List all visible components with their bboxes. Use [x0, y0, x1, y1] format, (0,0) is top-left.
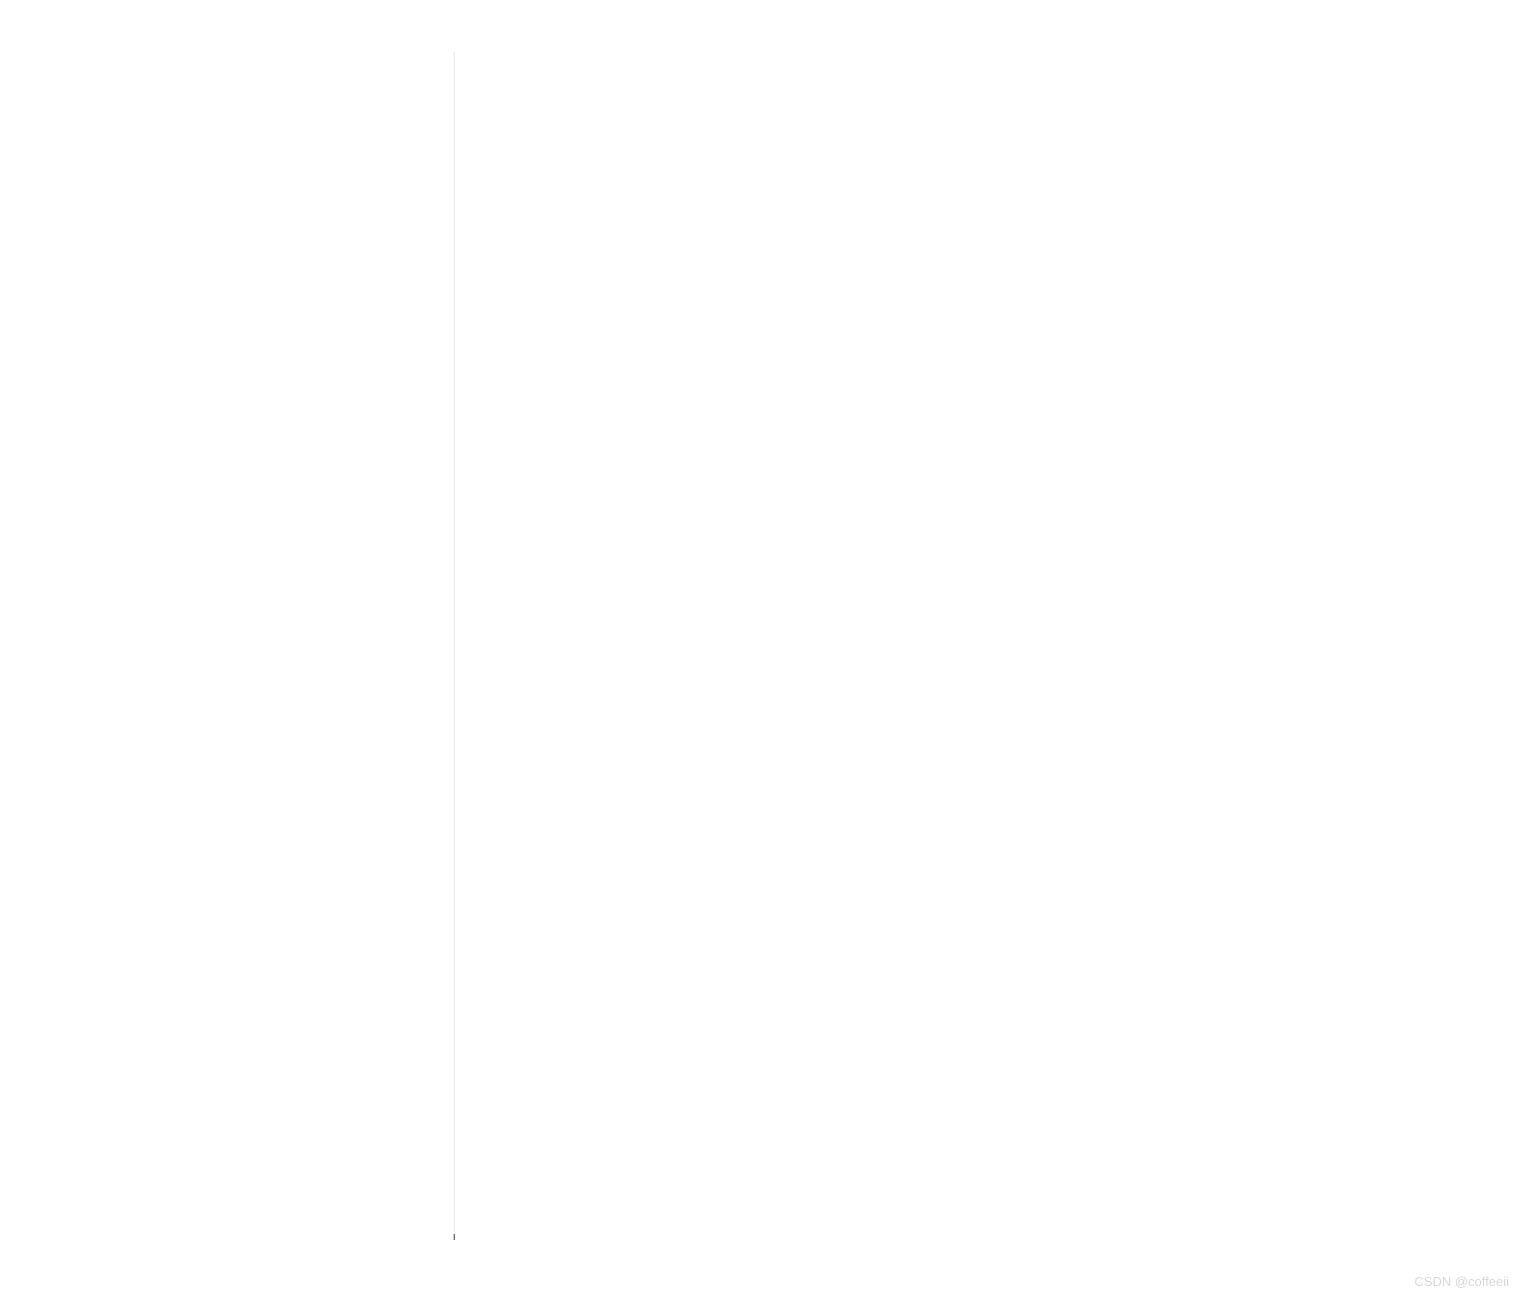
- plot-panel: [350, 52, 1175, 1234]
- dot-plot: [0, 0, 1539, 1295]
- chart-container: CSDN @coffeeii: [0, 0, 1539, 1295]
- watermark: CSDN @coffeeii: [1414, 1274, 1509, 1289]
